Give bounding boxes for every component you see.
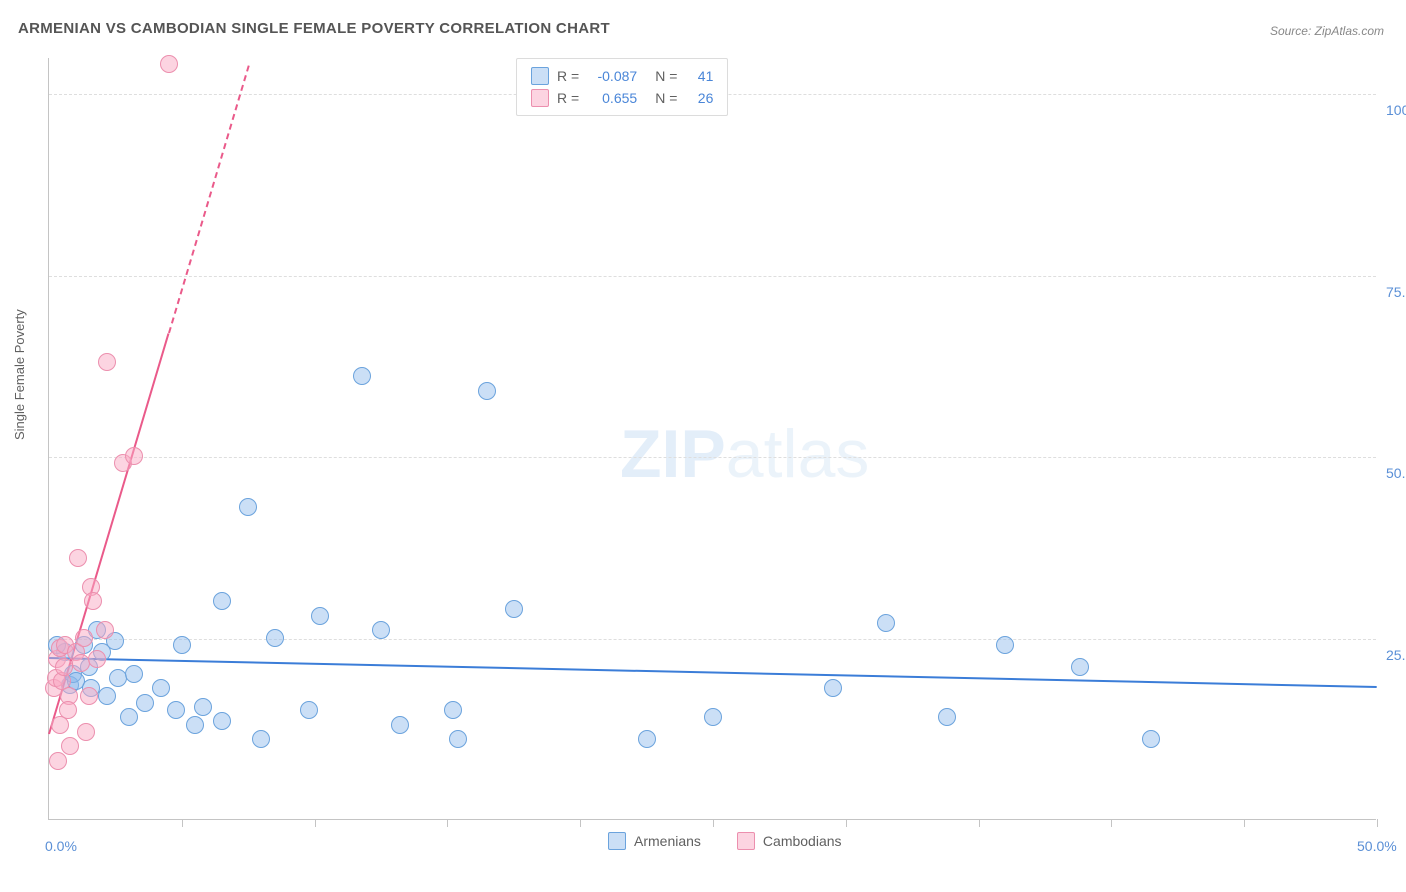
legend-swatch xyxy=(608,832,626,850)
data-point xyxy=(213,712,231,730)
y-axis-label: Single Female Poverty xyxy=(12,309,27,440)
data-point xyxy=(125,665,143,683)
correlation-legend: R = -0.087 N = 41 R = 0.655 N = 26 xyxy=(516,58,728,116)
gridline xyxy=(49,457,1376,458)
legend-r-value: 0.655 xyxy=(587,87,637,109)
data-point xyxy=(372,621,390,639)
data-point xyxy=(69,549,87,567)
x-tick-label: 0.0% xyxy=(45,838,77,854)
x-tick xyxy=(713,819,714,827)
x-tick-label: 50.0% xyxy=(1357,838,1397,854)
x-tick xyxy=(447,819,448,827)
data-point xyxy=(1142,730,1160,748)
data-point xyxy=(49,752,67,770)
data-point xyxy=(80,687,98,705)
legend-swatch xyxy=(531,89,549,107)
data-point xyxy=(75,629,93,647)
trend-line xyxy=(49,657,1377,688)
data-point xyxy=(444,701,462,719)
data-point xyxy=(173,636,191,654)
x-tick xyxy=(979,819,980,827)
legend-row: R = -0.087 N = 41 xyxy=(531,65,713,87)
data-point xyxy=(136,694,154,712)
data-point xyxy=(311,607,329,625)
legend-series-label: Armenians xyxy=(634,833,701,849)
y-tick-label: 75.0% xyxy=(1386,284,1406,300)
data-point xyxy=(938,708,956,726)
data-point xyxy=(213,592,231,610)
chart-title: ARMENIAN VS CAMBODIAN SINGLE FEMALE POVE… xyxy=(18,20,610,37)
data-point xyxy=(266,629,284,647)
legend-item: Armenians xyxy=(608,832,701,850)
data-point xyxy=(88,650,106,668)
x-tick xyxy=(315,819,316,827)
series-legend: Armenians Cambodians xyxy=(608,832,842,850)
gridline xyxy=(49,639,1376,640)
data-point xyxy=(704,708,722,726)
data-point xyxy=(152,679,170,697)
legend-series-label: Cambodians xyxy=(763,833,842,849)
x-tick xyxy=(846,819,847,827)
data-point xyxy=(98,353,116,371)
legend-r-value: -0.087 xyxy=(587,65,637,87)
data-point xyxy=(84,592,102,610)
data-point xyxy=(61,737,79,755)
data-point xyxy=(478,382,496,400)
data-point xyxy=(638,730,656,748)
x-tick xyxy=(1244,819,1245,827)
legend-n-value: 26 xyxy=(685,87,713,109)
data-point xyxy=(77,723,95,741)
data-point xyxy=(824,679,842,697)
gridline xyxy=(49,276,1376,277)
legend-swatch xyxy=(531,67,549,85)
data-point xyxy=(252,730,270,748)
data-point xyxy=(55,658,73,676)
data-point xyxy=(353,367,371,385)
y-tick-label: 50.0% xyxy=(1386,465,1406,481)
x-tick xyxy=(182,819,183,827)
legend-item: Cambodians xyxy=(737,832,842,850)
data-point xyxy=(59,701,77,719)
data-point xyxy=(1071,658,1089,676)
data-point xyxy=(996,636,1014,654)
data-point xyxy=(239,498,257,516)
data-point xyxy=(120,708,138,726)
legend-r-label: R = xyxy=(557,65,579,87)
data-point xyxy=(194,698,212,716)
data-point xyxy=(160,55,178,73)
data-point xyxy=(125,447,143,465)
data-point xyxy=(300,701,318,719)
legend-n-value: 41 xyxy=(685,65,713,87)
data-point xyxy=(449,730,467,748)
y-tick-label: 100.0% xyxy=(1386,102,1406,118)
x-tick xyxy=(1377,819,1378,827)
x-tick xyxy=(1111,819,1112,827)
legend-r-label: R = xyxy=(557,87,579,109)
data-point xyxy=(186,716,204,734)
data-point xyxy=(98,687,116,705)
plot-area: 25.0%50.0%75.0%100.0%0.0%50.0% xyxy=(48,58,1376,820)
data-point xyxy=(167,701,185,719)
data-point xyxy=(96,621,114,639)
legend-n-label: N = xyxy=(655,87,677,109)
legend-n-label: N = xyxy=(655,65,677,87)
trend-line xyxy=(168,66,250,334)
data-point xyxy=(877,614,895,632)
x-tick xyxy=(580,819,581,827)
data-point xyxy=(505,600,523,618)
plot-container: 25.0%50.0%75.0%100.0%0.0%50.0% R = -0.087… xyxy=(48,58,1376,820)
source-attribution: Source: ZipAtlas.com xyxy=(1270,24,1384,38)
data-point xyxy=(391,716,409,734)
legend-swatch xyxy=(737,832,755,850)
legend-row: R = 0.655 N = 26 xyxy=(531,87,713,109)
y-tick-label: 25.0% xyxy=(1386,647,1406,663)
